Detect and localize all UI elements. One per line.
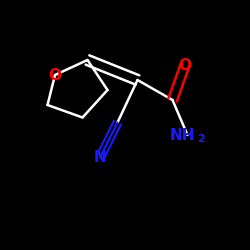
- Text: NH: NH: [170, 128, 195, 142]
- Text: O: O: [178, 58, 192, 72]
- Text: O: O: [48, 68, 62, 82]
- Text: 2: 2: [198, 134, 205, 144]
- Text: N: N: [94, 150, 106, 165]
